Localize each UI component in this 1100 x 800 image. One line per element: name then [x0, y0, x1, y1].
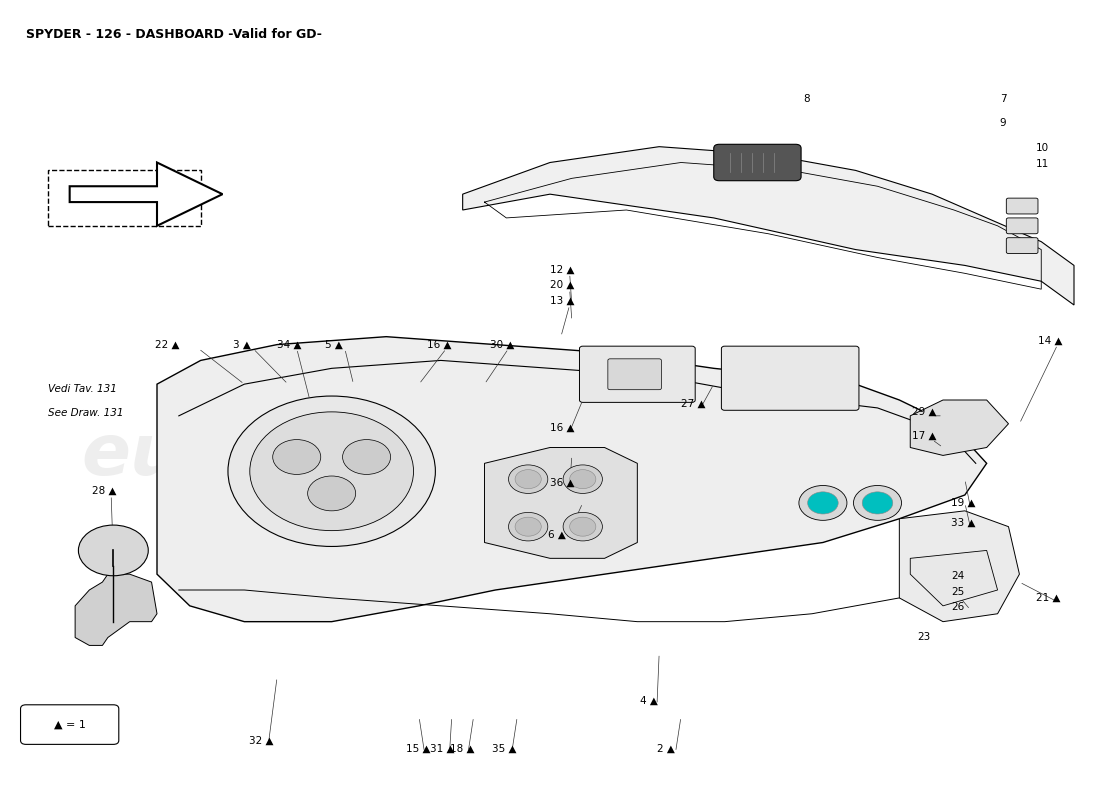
Text: See Draw. 131: See Draw. 131 — [47, 408, 123, 418]
Circle shape — [807, 492, 838, 514]
Polygon shape — [69, 162, 222, 226]
Text: 23: 23 — [916, 633, 930, 642]
Text: ▲ = 1: ▲ = 1 — [54, 719, 86, 730]
Text: 27 ▲: 27 ▲ — [681, 399, 705, 409]
FancyBboxPatch shape — [608, 359, 661, 390]
Text: 19 ▲: 19 ▲ — [950, 498, 975, 508]
Text: 10: 10 — [1036, 143, 1049, 154]
Circle shape — [563, 513, 603, 541]
Text: 28 ▲: 28 ▲ — [91, 486, 116, 496]
Text: 17 ▲: 17 ▲ — [912, 430, 937, 441]
Circle shape — [508, 465, 548, 494]
Circle shape — [799, 486, 847, 520]
FancyBboxPatch shape — [21, 705, 119, 744]
Text: eurospares: eurospares — [81, 421, 538, 490]
Text: 18 ▲: 18 ▲ — [450, 743, 474, 754]
Text: 36 ▲: 36 ▲ — [550, 478, 574, 488]
Text: 11: 11 — [1036, 159, 1049, 169]
Polygon shape — [910, 550, 998, 606]
Circle shape — [570, 517, 596, 536]
FancyBboxPatch shape — [722, 346, 859, 410]
Text: 26: 26 — [952, 602, 965, 613]
Circle shape — [508, 513, 548, 541]
FancyBboxPatch shape — [1006, 198, 1038, 214]
Text: 33 ▲: 33 ▲ — [950, 518, 975, 528]
Polygon shape — [157, 337, 987, 622]
Circle shape — [563, 465, 603, 494]
Text: 7: 7 — [1000, 94, 1006, 104]
Text: Vedi Tav. 131: Vedi Tav. 131 — [47, 384, 117, 394]
Circle shape — [515, 517, 541, 536]
Text: 15 ▲: 15 ▲ — [406, 743, 430, 754]
Text: 13 ▲: 13 ▲ — [550, 296, 574, 306]
Circle shape — [308, 476, 355, 511]
Text: 25: 25 — [952, 586, 965, 597]
Text: 4 ▲: 4 ▲ — [639, 696, 658, 706]
Text: 31 ▲: 31 ▲ — [430, 743, 454, 754]
Text: 2 ▲: 2 ▲ — [657, 743, 675, 754]
Text: 16 ▲: 16 ▲ — [427, 339, 451, 350]
Circle shape — [570, 470, 596, 489]
Text: eurospares: eurospares — [452, 421, 910, 490]
Text: 29 ▲: 29 ▲ — [912, 407, 937, 417]
Circle shape — [250, 412, 414, 530]
Circle shape — [78, 525, 148, 576]
Text: 3 ▲: 3 ▲ — [233, 339, 251, 350]
Circle shape — [228, 396, 436, 546]
Text: 8: 8 — [803, 94, 810, 104]
Circle shape — [342, 439, 390, 474]
Text: 32 ▲: 32 ▲ — [249, 735, 273, 746]
Polygon shape — [900, 511, 1020, 622]
Text: 22 ▲: 22 ▲ — [155, 339, 179, 350]
FancyBboxPatch shape — [1006, 218, 1038, 234]
Circle shape — [862, 492, 893, 514]
Text: 21 ▲: 21 ▲ — [1036, 593, 1060, 603]
FancyBboxPatch shape — [714, 144, 801, 181]
Text: 6 ▲: 6 ▲ — [548, 530, 565, 539]
Bar — [47, 170, 200, 226]
Text: 9: 9 — [1000, 118, 1006, 128]
Text: 16 ▲: 16 ▲ — [550, 422, 574, 433]
Circle shape — [854, 486, 902, 520]
Text: 35 ▲: 35 ▲ — [492, 743, 517, 754]
Polygon shape — [75, 574, 157, 646]
Circle shape — [273, 439, 321, 474]
Polygon shape — [910, 400, 1009, 455]
Text: 5 ▲: 5 ▲ — [326, 339, 343, 350]
Text: 14 ▲: 14 ▲ — [1038, 336, 1063, 346]
Text: SPYDER - 126 - DASHBOARD -Valid for GD-: SPYDER - 126 - DASHBOARD -Valid for GD- — [26, 28, 322, 41]
Text: 20 ▲: 20 ▲ — [550, 280, 574, 290]
Text: 34 ▲: 34 ▲ — [277, 339, 301, 350]
Text: 24: 24 — [952, 570, 965, 581]
Text: 30 ▲: 30 ▲ — [490, 339, 515, 350]
FancyBboxPatch shape — [580, 346, 695, 402]
Circle shape — [515, 470, 541, 489]
Text: eurospares: eurospares — [452, 421, 910, 490]
FancyBboxPatch shape — [1006, 238, 1038, 254]
Text: 12 ▲: 12 ▲ — [550, 264, 574, 274]
Polygon shape — [463, 146, 1074, 305]
Polygon shape — [484, 447, 637, 558]
